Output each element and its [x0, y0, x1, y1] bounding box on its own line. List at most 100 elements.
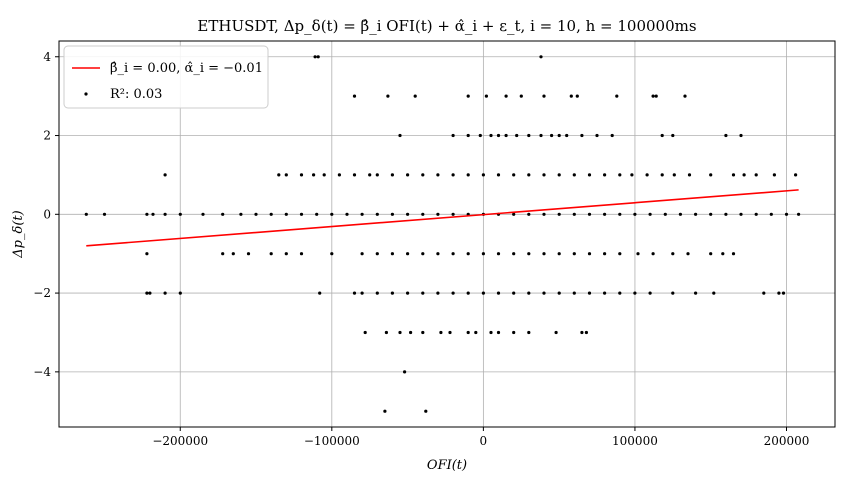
data-point	[145, 252, 149, 256]
regression-line	[86, 189, 799, 247]
data-point	[360, 212, 364, 216]
y-tick-label: 2	[43, 129, 51, 143]
data-point	[375, 291, 379, 295]
data-point	[375, 212, 379, 216]
data-point	[398, 330, 402, 335]
data-point	[163, 212, 167, 216]
data-point	[421, 291, 425, 295]
data-point	[421, 212, 425, 216]
data-point	[542, 252, 546, 256]
data-point	[603, 173, 607, 177]
legend: β̂_i = 0.00, α̂_i = −0.01 R²: 0.03	[63, 45, 269, 109]
data-point	[557, 252, 561, 256]
plot-frame	[58, 40, 836, 428]
data-point	[201, 212, 205, 216]
data-point	[724, 212, 728, 216]
data-point	[587, 291, 592, 295]
data-point	[360, 291, 364, 295]
data-point	[406, 291, 410, 295]
data-point	[390, 173, 394, 177]
y-tick-label: 4	[43, 50, 51, 64]
data-point	[496, 330, 501, 335]
data-point	[781, 291, 786, 295]
data-point	[527, 252, 531, 256]
data-point	[515, 133, 519, 138]
data-point	[406, 252, 410, 256]
data-point	[239, 212, 243, 216]
data-point	[330, 252, 334, 256]
data-point	[618, 252, 622, 256]
data-point	[772, 173, 777, 177]
data-point	[603, 252, 607, 256]
data-point	[409, 330, 413, 335]
data-point	[554, 330, 558, 335]
data-point	[246, 252, 251, 256]
data-point	[512, 212, 516, 216]
data-point	[648, 291, 652, 295]
data-point	[481, 291, 485, 295]
data-point	[352, 173, 357, 177]
data-point	[672, 173, 676, 177]
data-point	[654, 94, 658, 98]
data-point	[436, 252, 440, 256]
data-point	[163, 173, 167, 177]
data-point	[451, 173, 455, 177]
data-point	[421, 173, 425, 177]
data-point	[299, 252, 304, 256]
data-point	[284, 212, 288, 216]
data-point	[527, 291, 531, 295]
data-point	[769, 212, 773, 216]
data-point	[360, 252, 364, 256]
data-point	[633, 212, 637, 216]
x-tick-label: −200000	[152, 434, 208, 448]
data-point	[603, 291, 607, 295]
y-tick-label: 0	[43, 207, 51, 221]
legend-point-swatch	[84, 92, 88, 96]
data-point	[512, 330, 516, 335]
data-point	[557, 291, 561, 295]
data-point	[284, 252, 288, 256]
scatter-points	[84, 55, 801, 413]
data-point	[777, 291, 781, 295]
data-point	[618, 291, 622, 295]
data-point	[572, 173, 576, 177]
data-point	[375, 173, 379, 177]
data-point	[496, 252, 501, 256]
data-point	[277, 173, 281, 177]
data-point	[451, 212, 455, 216]
data-point	[384, 330, 388, 335]
data-point	[145, 291, 149, 295]
legend-box	[63, 45, 269, 109]
data-point	[572, 252, 576, 256]
data-point	[512, 291, 516, 295]
data-point	[569, 94, 573, 98]
x-tick-label: 100000	[612, 434, 658, 448]
data-point	[512, 252, 516, 256]
data-point	[474, 330, 478, 335]
data-point	[615, 94, 619, 98]
data-point	[542, 212, 546, 216]
data-point	[663, 212, 667, 216]
data-point	[550, 133, 554, 138]
data-point	[580, 330, 584, 335]
data-point	[421, 330, 425, 335]
data-point	[539, 55, 543, 59]
data-point	[481, 173, 485, 177]
data-point	[496, 291, 501, 295]
data-point	[466, 291, 470, 295]
data-point	[390, 252, 394, 256]
data-point	[489, 133, 493, 138]
data-point	[794, 173, 798, 177]
data-point	[587, 212, 592, 216]
data-point	[504, 133, 508, 138]
data-point	[424, 409, 428, 413]
data-point	[315, 212, 319, 216]
data-point	[421, 252, 425, 256]
data-point	[102, 212, 107, 216]
data-point	[436, 212, 440, 216]
data-point	[633, 291, 637, 295]
data-point	[636, 252, 640, 256]
data-point	[316, 55, 320, 59]
y-axis-label: Δp_δ(t)	[11, 210, 26, 258]
data-point	[406, 212, 410, 216]
